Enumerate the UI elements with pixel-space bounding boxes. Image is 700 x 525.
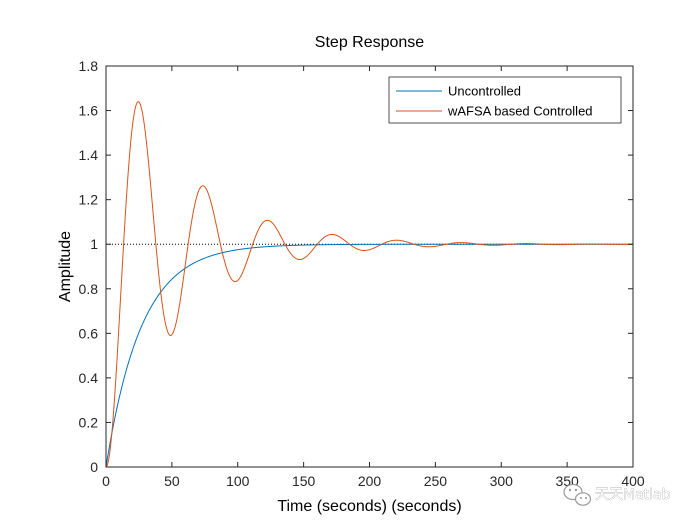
wechat-logo-icon	[563, 483, 592, 506]
x-axis-label: Time (seconds) (seconds)	[277, 498, 461, 515]
x-axis-ticks: 0 50 100 150 200 250 300 350 400	[102, 66, 645, 489]
series-group	[105, 101, 634, 468]
series-line-wafsa-controlled	[105, 101, 634, 468]
y-axis-label: Amplitude	[57, 231, 74, 302]
legend: Uncontrolled wAFSA based Controlled	[388, 76, 622, 124]
watermark-text: 天天Matlab	[595, 487, 671, 503]
y-tick-label: 0.8	[79, 281, 99, 297]
legend-entry-wafsa-controlled: wAFSA based Controlled	[447, 104, 593, 119]
y-tick-label: 1.4	[79, 147, 99, 163]
y-tick-label: 1.6	[79, 103, 99, 119]
x-tick-label: 150	[292, 473, 316, 489]
plot-area	[106, 66, 633, 467]
y-axis-ticks: 0 0.2 0.4 0.6 0.8 1 1.2 1.4 1.6 1.8	[79, 58, 633, 475]
legend-box	[388, 76, 622, 124]
y-tick-label: 1.2	[79, 192, 99, 208]
y-tick-label: 1	[90, 236, 98, 252]
chart-title: Step Response	[315, 34, 425, 51]
watermark: 天天Matlab	[563, 483, 671, 506]
legend-entry-uncontrolled: Uncontrolled	[448, 84, 521, 99]
x-tick-label: 100	[226, 473, 250, 489]
y-tick-label: 1.8	[79, 58, 99, 74]
y-tick-label: 0.4	[79, 370, 99, 386]
x-tick-label: 0	[102, 473, 110, 489]
x-tick-label: 400	[621, 473, 645, 489]
x-tick-label: 200	[358, 473, 382, 489]
x-tick-label: 250	[424, 473, 448, 489]
y-tick-label: 0	[90, 459, 98, 475]
y-tick-label: 0.6	[79, 325, 99, 341]
y-tick-label: 0.2	[79, 414, 99, 430]
x-tick-label: 300	[490, 473, 514, 489]
x-tick-label: 50	[164, 473, 180, 489]
